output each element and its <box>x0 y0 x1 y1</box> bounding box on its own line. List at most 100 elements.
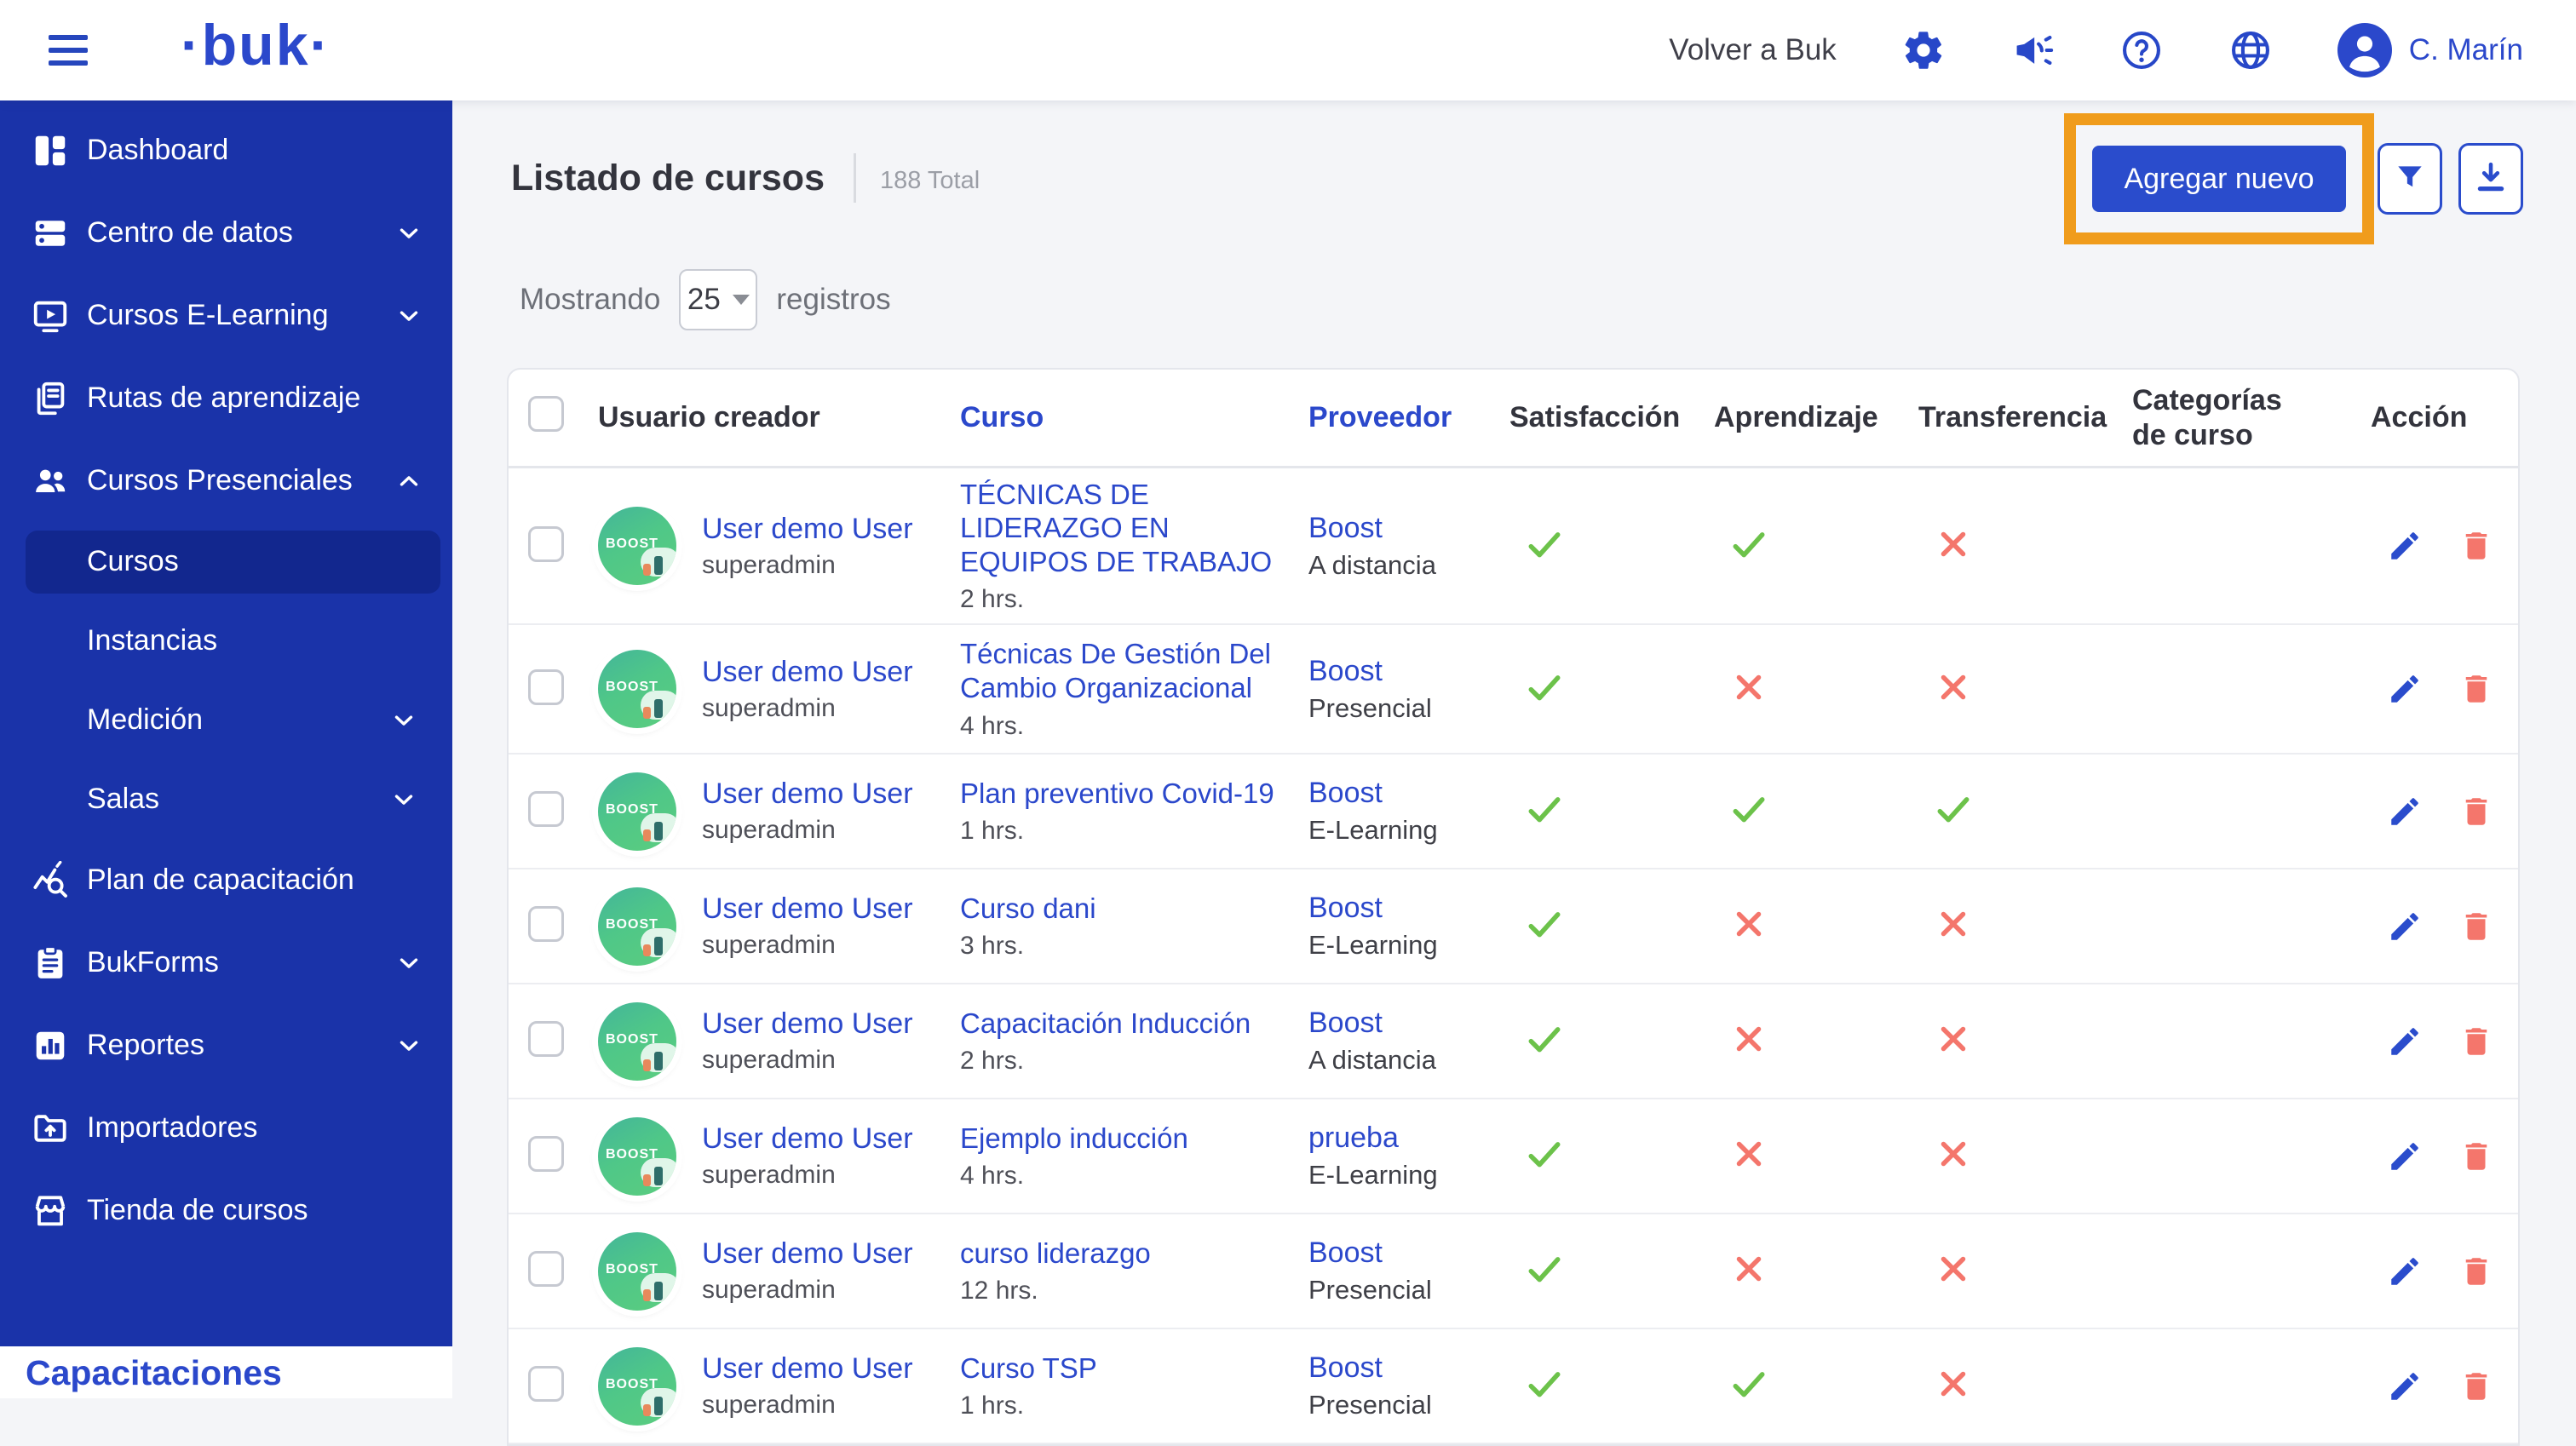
satisfaccion-cell <box>1509 1134 1714 1178</box>
user-cell: BOOST User demo User superadmin <box>584 1001 941 1081</box>
course-cell: Capacitación Inducción 2 hrs. <box>941 1007 1286 1076</box>
user-text: User demo User superadmin <box>702 513 913 580</box>
row-checkbox[interactable] <box>528 1136 564 1172</box>
row-checkbox[interactable] <box>528 906 564 942</box>
course-link[interactable]: Capacitación Inducción <box>960 1007 1251 1039</box>
sidebar-item-reportes[interactable]: Reportes <box>0 1004 452 1087</box>
delete-button[interactable] <box>2458 528 2494 564</box>
delete-button[interactable] <box>2458 1024 2494 1059</box>
course-duration: 2 hrs. <box>960 585 1025 614</box>
sidebar-item-dashboard[interactable]: Dashboard <box>0 109 452 192</box>
check-icon <box>1525 797 1564 832</box>
add-new-button[interactable]: Agregar nuevo <box>2092 146 2346 212</box>
edit-button[interactable] <box>2387 909 2423 944</box>
avatar-figure <box>654 556 663 575</box>
course-link[interactable]: curso liderazgo <box>960 1237 1151 1269</box>
sidebar-item-label: Cursos E-Learning <box>87 299 329 331</box>
user-link[interactable]: User demo User <box>702 512 913 545</box>
row-checkbox[interactable] <box>528 1251 564 1287</box>
aprendizaje-cell <box>1714 1364 1918 1408</box>
user-link[interactable]: User demo User <box>702 1007 913 1040</box>
user-link[interactable]: User demo User <box>702 778 913 810</box>
download-button[interactable] <box>2458 143 2523 215</box>
provider-link[interactable]: Boost <box>1308 1351 1383 1384</box>
cross-icon <box>1934 1256 1973 1292</box>
delete-button[interactable] <box>2458 1139 2494 1174</box>
select-all-checkbox[interactable] <box>528 395 564 432</box>
gear-icon[interactable] <box>1901 28 1946 72</box>
provider-link[interactable]: Boost <box>1308 892 1383 924</box>
edit-button[interactable] <box>2387 1024 2423 1059</box>
sidebar-item-plan-de-capacitacion[interactable]: Plan de capacitación <box>0 839 452 921</box>
row-checkbox-cell <box>509 1366 584 1406</box>
edit-button[interactable] <box>2387 1139 2423 1174</box>
delete-button[interactable] <box>2458 794 2494 829</box>
back-to-buk-link[interactable]: Volver a Buk <box>1669 33 1837 66</box>
delete-button[interactable] <box>2458 671 2494 707</box>
col-proveedor[interactable]: Proveedor <box>1308 401 1452 434</box>
sidebar-item-cursos-e-learning[interactable]: Cursos E-Learning <box>0 274 452 357</box>
course-link[interactable]: TÉCNICAS DE LIDERAZGO EN EQUIPOS DE TRAB… <box>960 478 1273 577</box>
course-link[interactable]: Curso TSP <box>960 1351 1097 1384</box>
sidebar-item-importadores[interactable]: Importadores <box>0 1087 452 1169</box>
provider-link[interactable]: Boost <box>1308 654 1383 687</box>
courses-table: Usuario creador Curso Proveedor Satisfac… <box>507 368 2520 1446</box>
delete-button[interactable] <box>2458 1254 2494 1289</box>
elearning-icon <box>31 296 70 336</box>
course-link[interactable]: Técnicas De Gestión Del Cambio Organizac… <box>960 638 1271 703</box>
megaphone-icon[interactable] <box>2010 28 2055 72</box>
sidebar-item-tienda-de-cursos[interactable]: Tienda de cursos <box>0 1169 452 1252</box>
sidebar-subitem-medicion[interactable]: Medición <box>0 680 452 760</box>
row-checkbox-cell <box>509 1251 584 1291</box>
course-duration: 1 hrs. <box>960 1391 1025 1420</box>
user-link[interactable]: User demo User <box>702 1352 913 1385</box>
provider-link[interactable]: Boost <box>1308 777 1383 809</box>
row-checkbox-cell <box>509 1021 584 1061</box>
sidebar-item-centro-de-datos[interactable]: Centro de datos <box>0 192 452 274</box>
sidebar-item-bukforms[interactable]: BukForms <box>0 921 452 1004</box>
col-aprendizaje: Aprendizaje <box>1714 401 1878 434</box>
cross-icon <box>1729 1256 1768 1292</box>
help-icon[interactable] <box>2119 28 2164 72</box>
delete-button[interactable] <box>2458 909 2494 944</box>
user-link[interactable]: User demo User <box>702 1237 913 1270</box>
row-checkbox[interactable] <box>528 791 564 827</box>
course-duration: 4 hrs. <box>960 1162 1025 1191</box>
transferencia-cell <box>1918 1364 2123 1408</box>
sidebar-subitem-label: Cursos <box>87 545 179 577</box>
edit-button[interactable] <box>2387 794 2423 829</box>
row-checkbox[interactable] <box>528 668 564 705</box>
user-link[interactable]: User demo User <box>702 1122 913 1155</box>
col-curso[interactable]: Curso <box>960 401 1044 434</box>
delete-button[interactable] <box>2458 1369 2494 1404</box>
provider-cell: Boost A distancia <box>1286 1007 1509 1076</box>
sidebar-subitem-salas[interactable]: Salas <box>0 760 452 839</box>
sidebar-item-cursos-presenciales[interactable]: Cursos Presenciales <box>0 439 452 522</box>
sidebar-item-rutas-de-aprendizaje[interactable]: Rutas de aprendizaje <box>0 357 452 439</box>
course-link[interactable]: Curso dani <box>960 892 1096 924</box>
user-link[interactable]: User demo User <box>702 655 913 688</box>
row-checkbox[interactable] <box>528 525 564 562</box>
user-menu[interactable]: C. Marín <box>2337 23 2523 77</box>
provider-link[interactable]: Boost <box>1308 1007 1383 1039</box>
provider-link[interactable]: Boost <box>1308 511 1383 544</box>
filter-button[interactable] <box>2378 143 2442 215</box>
row-checkbox[interactable] <box>528 1366 564 1402</box>
sidebar-subitem-instancias[interactable]: Instancias <box>0 601 452 680</box>
edit-button[interactable] <box>2387 1369 2423 1404</box>
sidebar-subitem-cursos[interactable]: Cursos <box>0 522 452 601</box>
edit-button[interactable] <box>2387 528 2423 564</box>
edit-button[interactable] <box>2387 671 2423 707</box>
page-size-select[interactable]: 25 <box>679 269 758 330</box>
globe-icon[interactable] <box>2228 28 2273 72</box>
user-link[interactable]: User demo User <box>702 892 913 925</box>
menu-toggle-icon[interactable] <box>49 31 88 70</box>
provider-link[interactable]: prueba <box>1308 1122 1399 1154</box>
course-link[interactable]: Plan preventivo Covid-19 <box>960 777 1274 809</box>
provider-link[interactable]: Boost <box>1308 1237 1383 1269</box>
avatar-boost-label: BOOST <box>606 1031 658 1047</box>
check-icon <box>1525 912 1564 947</box>
edit-button[interactable] <box>2387 1254 2423 1289</box>
row-checkbox[interactable] <box>528 1021 564 1057</box>
course-link[interactable]: Ejemplo inducción <box>960 1122 1188 1154</box>
